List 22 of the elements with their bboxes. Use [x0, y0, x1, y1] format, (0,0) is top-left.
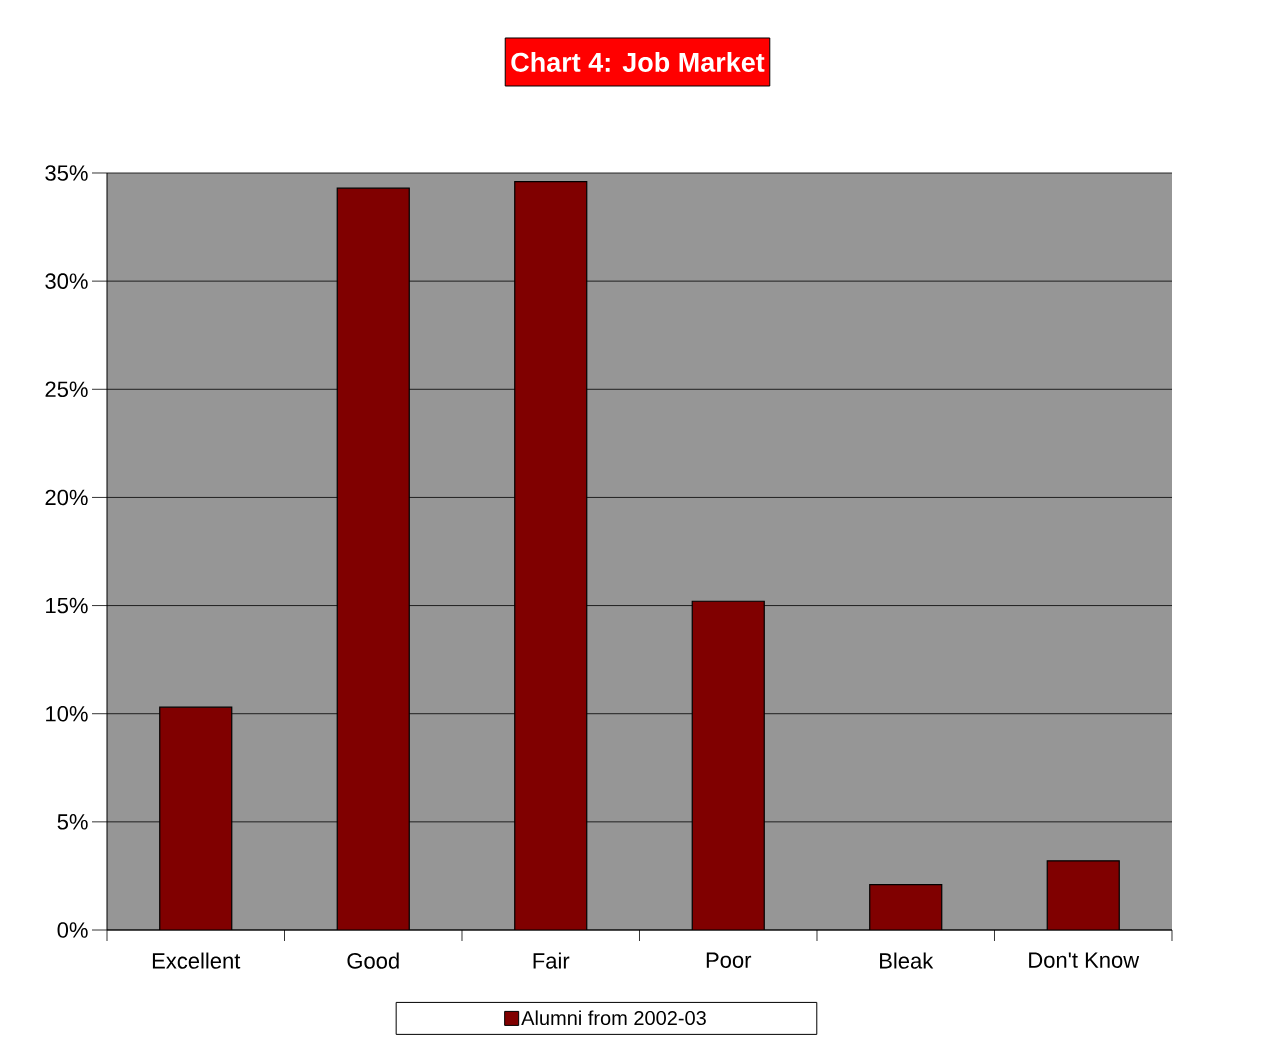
y-tick-label: 5%	[57, 814, 88, 830]
y-tick-label: 0%	[57, 922, 88, 938]
x-tick-label: Fair	[533, 952, 570, 969]
chart-title: Chart 4: Job Market	[511, 52, 765, 72]
x-tick-label: Excellent	[152, 952, 241, 969]
y-tick-label: 15%	[46, 597, 88, 614]
x-tick-label: Don't Know	[1029, 952, 1140, 968]
bar	[514, 181, 588, 930]
y-tick-label: 30%	[45, 273, 88, 289]
bar	[869, 883, 943, 930]
bar	[691, 600, 765, 930]
y-tick-label: 25%	[45, 381, 88, 398]
bar	[1046, 860, 1120, 930]
legend-label: Alumni from 2002-03	[521, 1010, 706, 1026]
y-tick-label: 35%	[45, 165, 88, 181]
x-tick-label: Poor	[706, 952, 752, 968]
y-tick-label: 10%	[46, 705, 88, 722]
bar	[336, 187, 410, 930]
bar	[159, 706, 233, 930]
x-tick-label: Bleak	[880, 952, 934, 969]
x-tick-label: Good	[347, 952, 399, 969]
y-tick-label: 20%	[45, 489, 88, 506]
